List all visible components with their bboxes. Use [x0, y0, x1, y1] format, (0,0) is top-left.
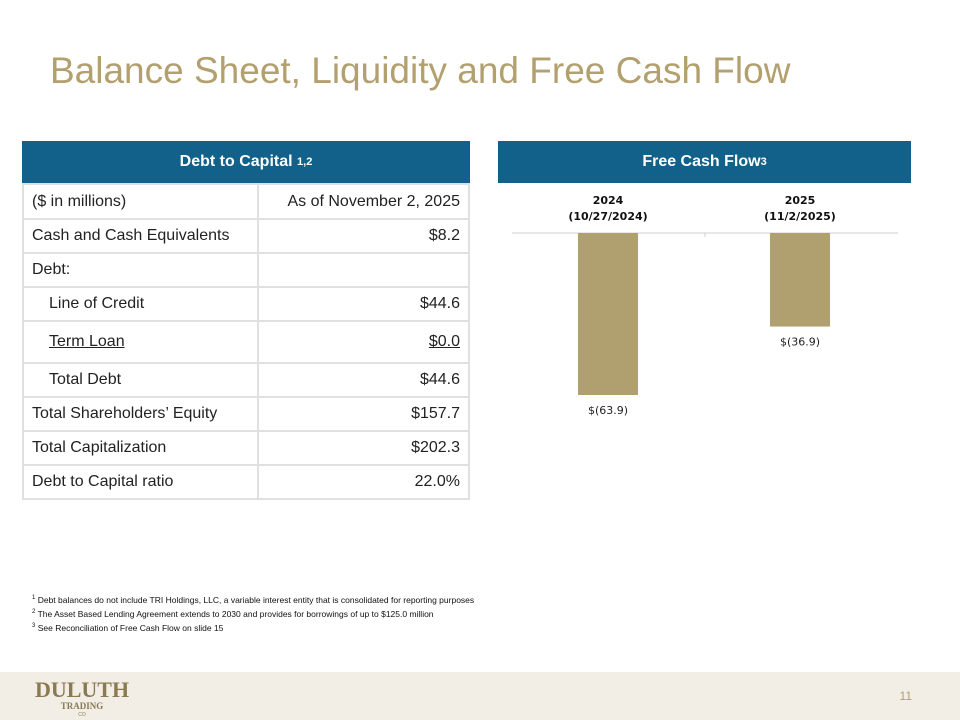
footer: DULUTH TRADING CO 11	[0, 672, 960, 720]
table-cell: As of November 2, 2025	[257, 183, 470, 220]
footnote-text: The Asset Based Lending Agreement extend…	[37, 608, 434, 619]
value-label: $(36.9)	[780, 336, 820, 349]
chart-header: Free Cash Flow 3	[498, 141, 911, 183]
cell-value: $8.2	[428, 227, 460, 244]
table-cell: Total Capitalization	[22, 430, 259, 466]
logo: DULUTH	[35, 677, 129, 702]
table-cell: $202.3	[257, 430, 470, 466]
category-date: (11/2/2025)	[764, 210, 836, 223]
footnote-mark: 3	[32, 622, 36, 629]
table-row: Total Shareholders’ Equity $157.7	[22, 396, 470, 432]
bar	[578, 233, 638, 395]
table-cell: Total Debt	[22, 362, 259, 398]
table-cell: $0.0	[257, 320, 470, 364]
table-header: Debt to Capital 1,2	[22, 141, 470, 183]
cell-value: $157.7	[411, 405, 460, 422]
cell-value: As of November 2, 2025	[287, 192, 460, 210]
cell-value: $44.6	[419, 295, 460, 312]
slide-title: Balance Sheet, Liquidity and Free Cash F…	[50, 50, 791, 91]
table-row: Total Debt $44.6	[22, 362, 470, 398]
category-label: 2025	[785, 194, 816, 207]
table-row: Line of Credit $44.6	[22, 286, 470, 322]
table-cell: $8.2	[257, 218, 470, 254]
table-row: Cash and Cash Equivalents $8.2	[22, 218, 470, 254]
cell-label: Line of Credit	[49, 295, 145, 312]
cell-label: Total Shareholders’ Equity	[32, 405, 218, 422]
footnote: 3 See Reconciliation of Free Cash Flow o…	[32, 620, 474, 634]
cell-label: Total Debt	[49, 371, 122, 388]
cell-label: Term Loan	[49, 333, 125, 350]
table-cell	[257, 252, 470, 288]
logo-sub: TRADING	[61, 701, 104, 711]
table-row: Total Capitalization $202.3	[22, 430, 470, 466]
table-row: Term Loan $0.0	[22, 320, 470, 364]
logo-co: CO	[78, 712, 86, 718]
footnote: 2 The Asset Based Lending Agreement exte…	[32, 606, 474, 620]
footnotes: 1 Debt balances do not include TRI Holdi…	[32, 592, 474, 633]
cell-value: 22.0%	[414, 473, 460, 490]
cell-label: Cash and Cash Equivalents	[32, 227, 230, 244]
table-cell: Debt:	[22, 252, 259, 288]
footer-art: DULUTH TRADING CO 11	[35, 677, 913, 718]
table-cell: 22.0%	[257, 464, 470, 500]
page-number: 11	[900, 689, 913, 703]
bar	[770, 233, 830, 327]
table-row: ($ in millions) As of November 2, 2025	[22, 183, 470, 220]
table-cell: ($ in millions)	[22, 183, 259, 220]
cell-label: Debt to Capital ratio	[32, 473, 174, 490]
table-row: Debt:	[22, 252, 470, 288]
cell-label: ($ in millions)	[32, 192, 127, 210]
cell-label: Debt:	[32, 261, 71, 278]
table-cell: Cash and Cash Equivalents	[22, 218, 259, 254]
table-cell: $44.6	[257, 286, 470, 322]
cell-value: $0.0	[428, 333, 460, 350]
table-cell: $44.6	[257, 362, 470, 398]
table: ($ in millions) As of November 2, 2025 Cas…	[22, 183, 470, 500]
chart-title: Free Cash Flow	[642, 153, 761, 170]
table-row: Debt to Capital ratio 22.0%	[22, 464, 470, 500]
chart: 2024 (10/27/2024) $(63.9) 2025 (11/2/2025) $(…	[512, 194, 898, 417]
table-cell: Total Shareholders’ Equity	[22, 396, 259, 432]
category-label: 2024	[593, 194, 624, 207]
table-cell: $157.7	[257, 396, 470, 432]
footnote-mark: 2	[32, 608, 36, 615]
table-title-note: 1,2	[297, 156, 313, 168]
footnote-mark: 1	[32, 595, 36, 601]
cell-value: $202.3	[411, 439, 460, 456]
footnote-text: Debt balances do not include TRI Holding…	[37, 594, 475, 605]
footnote-text: See Reconciliation of Free Cash Flow on …	[37, 622, 224, 633]
category-date: (10/27/2024)	[568, 210, 647, 223]
footnote: 1 Debt balances do not include TRI Holdi…	[32, 592, 474, 606]
cell-label: Total Capitalization	[32, 439, 167, 456]
table-title: Debt to Capital	[179, 153, 293, 170]
table-cell: Term Loan	[22, 320, 259, 364]
cell-value: $44.6	[419, 371, 460, 388]
value-label: $(63.9)	[588, 404, 628, 417]
table-cell: Debt to Capital ratio	[22, 464, 259, 500]
table-cell: Line of Credit	[22, 286, 259, 322]
chart-title-note: 3	[760, 156, 767, 168]
